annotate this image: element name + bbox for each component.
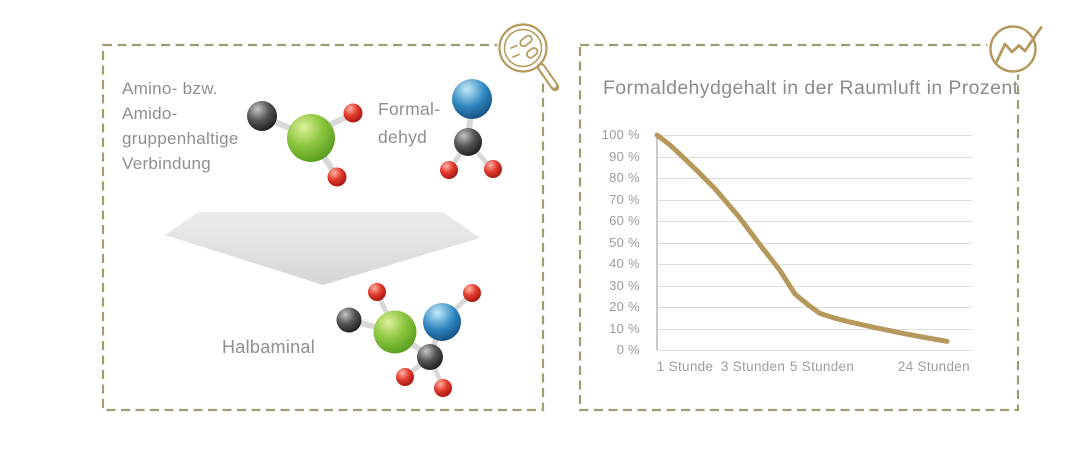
chart-panel-border	[578, 43, 1020, 412]
gridline	[657, 199, 972, 201]
chart-title: Formaldehydgehalt in der Raumluft in Pro…	[603, 77, 1019, 99]
formaldehyde-molecule	[440, 79, 502, 179]
y-tick-label: 20 %	[609, 299, 640, 314]
x-tick-label: 3 Stunden	[720, 359, 786, 374]
reaction-panel-border	[101, 43, 545, 412]
y-tick-label: 0 %	[616, 342, 640, 357]
x-tick-label: 24 Stunden	[897, 359, 970, 374]
y-axis-line	[656, 133, 658, 350]
gridline	[657, 328, 972, 330]
gridline	[657, 350, 972, 351]
y-tick-label: 80 %	[609, 170, 640, 185]
reagent-label: Formal- dehyd	[378, 99, 441, 147]
trend-chart-icon	[987, 23, 1046, 75]
y-tick-label: 10 %	[609, 320, 640, 336]
y-tick-label: 50 %	[609, 234, 640, 250]
gridline	[657, 285, 972, 287]
reactant-label: Amino- bzw. Amido- gruppenhaltige Verbin…	[122, 79, 239, 173]
halbaminal-molecule	[336, 283, 481, 397]
y-tick-label: 30 %	[609, 277, 640, 293]
y-tick-label: 100 %	[601, 127, 640, 142]
gridline	[657, 221, 972, 222]
gridline	[657, 135, 972, 136]
reaction-arrow	[165, 212, 480, 285]
gridline	[657, 307, 972, 308]
gridline	[657, 242, 972, 244]
gridline	[657, 178, 972, 179]
magnifier-molecules-icon	[497, 22, 562, 94]
gridline	[657, 264, 972, 265]
y-tick-label: 70 %	[609, 191, 640, 207]
x-tick-label: 1 Stunde	[656, 359, 714, 374]
y-tick-label: 60 %	[609, 213, 640, 228]
product-label: Halbaminal	[222, 337, 316, 357]
gridline	[657, 156, 972, 158]
y-tick-label: 90 %	[609, 148, 640, 164]
amino-compound-molecule	[247, 101, 363, 187]
y-tick-label: 40 %	[609, 256, 640, 271]
x-tick-label: 5 Stunden	[789, 359, 855, 374]
